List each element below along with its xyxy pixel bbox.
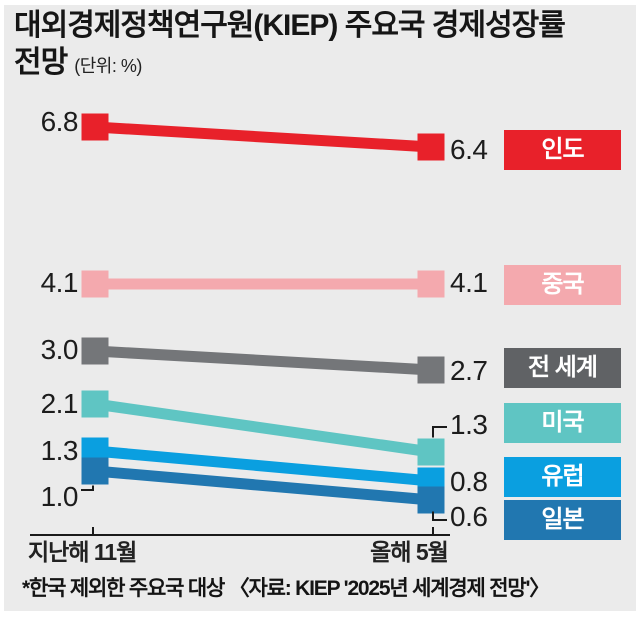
china-marker-left — [81, 270, 109, 298]
usa-marker-right — [417, 438, 445, 466]
india-marker-left — [81, 113, 109, 141]
europe-line — [94, 445, 432, 487]
legend-china: 중국 — [504, 265, 621, 305]
x-axis-label-right: 올해 5월 — [370, 539, 449, 565]
japan-marker-left — [81, 457, 109, 485]
world-value-left: 3.0 — [40, 334, 79, 365]
usa-value-right: 1.3 — [450, 409, 488, 440]
india-marker-right — [417, 133, 445, 161]
chart-title-line2: 전망 (단위: %) — [14, 45, 629, 82]
legend-world: 전 세계 — [504, 348, 621, 388]
india-line — [94, 121, 432, 153]
china-value-left: 4.1 — [40, 267, 79, 298]
china-value-right: 4.1 — [450, 267, 488, 298]
india-value-left: 6.8 — [40, 106, 79, 137]
japan-callout-left — [81, 485, 94, 491]
legend-india: 인도 — [504, 130, 621, 170]
usa-value-left: 2.1 — [40, 388, 79, 419]
europe-value-left: 1.3 — [40, 435, 79, 466]
chart-title-line1: 대외경제정책연구원(KIEP) 주요국 경제성장률 — [14, 9, 566, 42]
europe-value-right: 0.8 — [450, 466, 488, 497]
china-marker-right — [417, 270, 445, 298]
unit-label: (단위: %) — [74, 55, 142, 76]
legend-europe: 유럽 — [504, 457, 621, 497]
japan-value-left: 1.0 — [40, 481, 79, 512]
chart-title-line2-text: 전망 — [14, 45, 68, 79]
world-marker-right — [417, 356, 445, 384]
japan-callout-right — [432, 511, 447, 521]
chart-title: 대외경제정책연구원(KIEP) 주요국 경제성장률 전망 (단위: %) — [14, 8, 629, 81]
legend-usa: 미국 — [504, 403, 621, 443]
japan-value-right: 0.6 — [450, 501, 488, 532]
india-value-right: 6.4 — [450, 134, 488, 165]
legend-japan: 일본 — [504, 500, 621, 540]
world-value-right: 2.7 — [450, 355, 488, 386]
world-line — [94, 345, 432, 376]
japan-line — [94, 465, 432, 506]
source-footnote: *한국 제외한 주요국 대상 〈자료: KIEP '2025년 세계경제 전망'… — [22, 577, 550, 600]
usa-marker-left — [81, 390, 109, 418]
usa-callout-right — [432, 426, 447, 438]
usa-line — [94, 398, 432, 458]
world-marker-left — [81, 337, 109, 365]
x-axis-label-left: 지난해 11월 — [28, 539, 137, 565]
japan-marker-right — [417, 486, 445, 514]
